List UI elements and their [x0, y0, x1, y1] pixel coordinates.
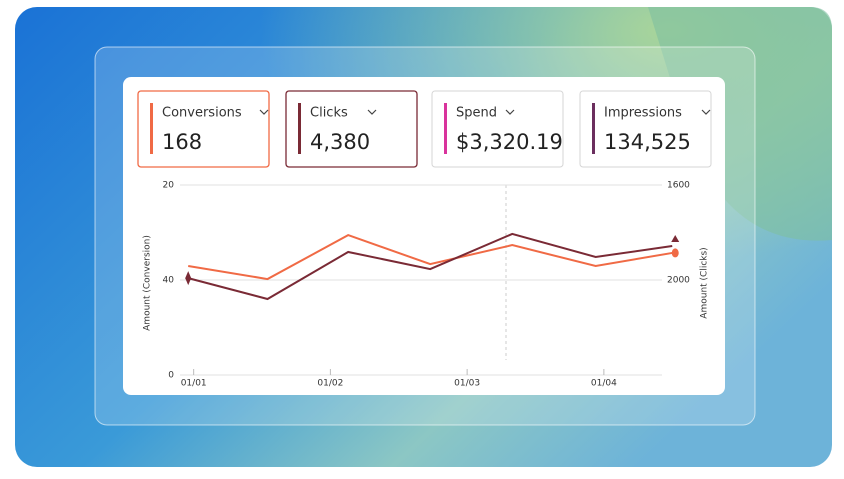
- chart-card: [123, 77, 725, 395]
- x-tick-label: 01/04: [591, 379, 617, 389]
- dropdown-chevron[interactable]: [701, 109, 711, 115]
- metric-card[interactable]: [579, 90, 712, 168]
- y-tick-label: 0: [168, 371, 174, 381]
- metric-value: 168: [162, 130, 202, 154]
- x-tick-label: 01/03: [454, 379, 480, 389]
- metric-value: 4,380: [310, 130, 370, 154]
- metric-value: $3,320.19: [456, 130, 563, 154]
- metric-color-bar: [592, 103, 595, 154]
- metric-label: Conversions: [162, 106, 242, 121]
- end-marker: [671, 248, 679, 258]
- y-tick-label: 40: [163, 276, 175, 286]
- dropdown-chevron[interactable]: [505, 109, 515, 115]
- y2-tick-label: 1600: [667, 181, 690, 191]
- dropdown-chevron[interactable]: [259, 109, 269, 115]
- metric-color-bar: [150, 103, 153, 154]
- metric-card[interactable]: [137, 90, 270, 168]
- end-marker: [671, 235, 680, 243]
- background-shape: [648, 7, 832, 241]
- metric-color-bar: [444, 103, 447, 154]
- x-tick-label: 01/01: [181, 379, 207, 389]
- y-axis-title: Amount (Conversion): [143, 235, 153, 331]
- metric-label: Impressions: [604, 106, 682, 121]
- metric-value: 134,525: [604, 130, 691, 154]
- y2-tick-label: 2000: [667, 276, 690, 286]
- y-tick-label: 20: [163, 181, 175, 191]
- x-tick-label: 01/02: [317, 379, 343, 389]
- metric-card[interactable]: [431, 90, 564, 168]
- series-line: [188, 234, 673, 281]
- y2-axis-title: Amount (Clicks): [700, 247, 710, 318]
- metric-label: Clicks: [310, 106, 348, 121]
- series-line: [187, 232, 673, 301]
- dropdown-chevron[interactable]: [367, 109, 377, 115]
- metric-color-bar: [298, 103, 301, 154]
- start-marker: [185, 271, 192, 286]
- metric-label: Spend: [456, 106, 497, 121]
- metric-card[interactable]: [285, 90, 418, 168]
